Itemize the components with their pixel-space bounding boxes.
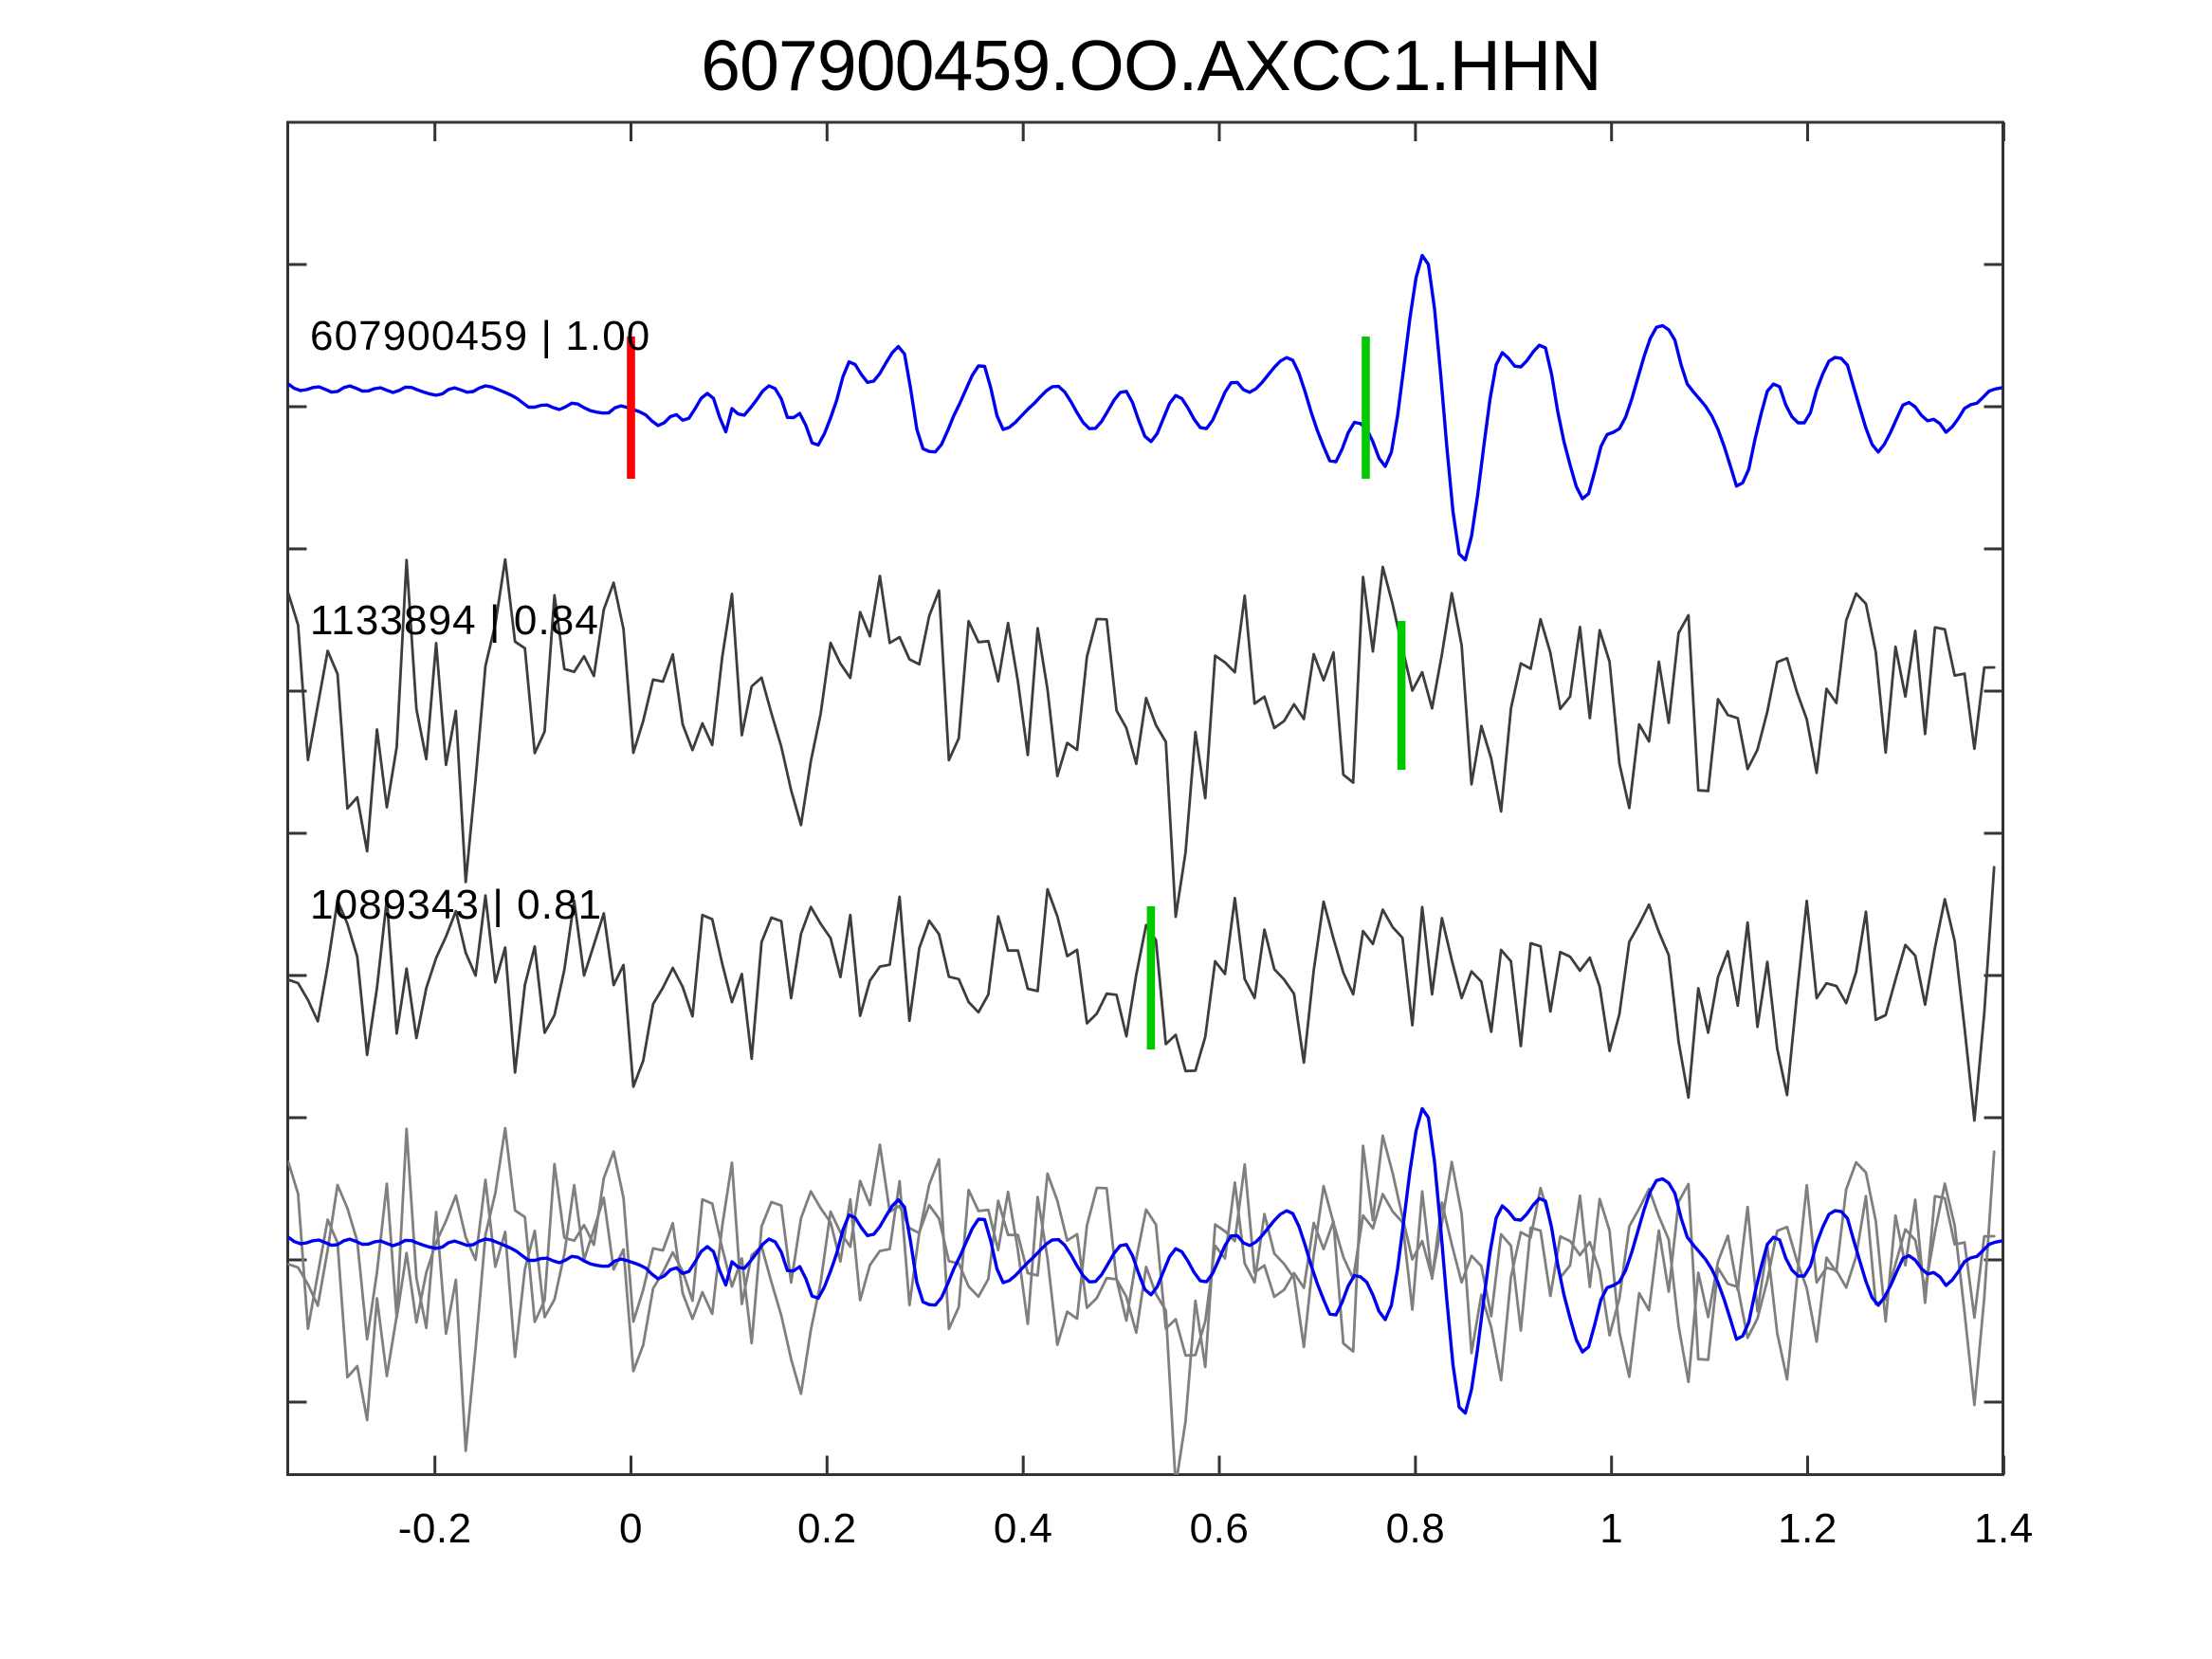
svg-text:0: 0 — [619, 1505, 643, 1552]
svg-text:-0.2: -0.2 — [398, 1505, 472, 1552]
svg-text:1.4: 1.4 — [1974, 1505, 2034, 1552]
svg-text:607900459.OO.AXCC1.HHN: 607900459.OO.AXCC1.HHN — [701, 26, 1601, 105]
svg-text:1.2: 1.2 — [1778, 1505, 1837, 1552]
svg-text:0.6: 0.6 — [1190, 1505, 1250, 1552]
svg-text:0.2: 0.2 — [797, 1505, 857, 1552]
svg-text:0.4: 0.4 — [994, 1505, 1053, 1552]
svg-text:1: 1 — [1600, 1505, 1623, 1552]
svg-text:607900459 | 1.00: 607900459 | 1.00 — [310, 313, 650, 359]
svg-text:1089343 | 0.81: 1089343 | 0.81 — [310, 882, 602, 928]
svg-text:0.8: 0.8 — [1386, 1505, 1446, 1552]
svg-text:1133894 | 0.84: 1133894 | 0.84 — [310, 597, 599, 644]
